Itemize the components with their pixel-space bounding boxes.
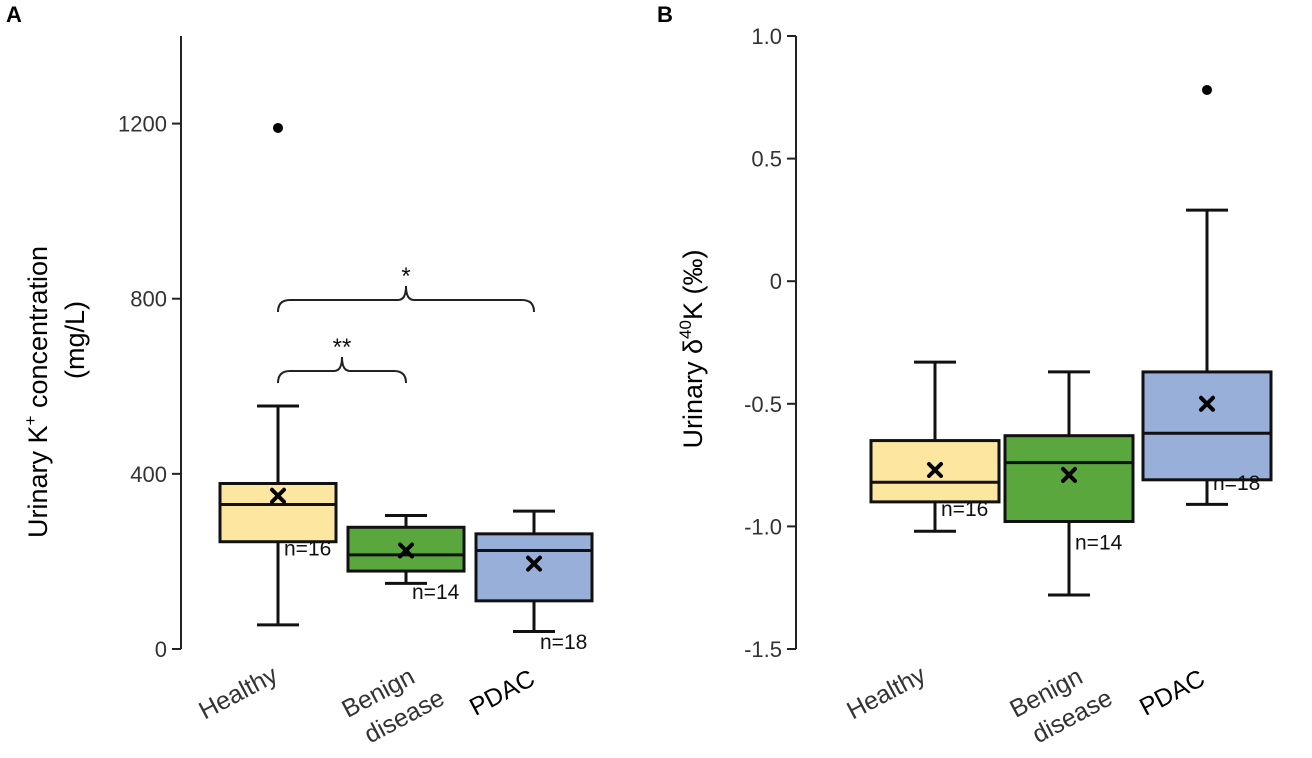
panel-b-y-tick-label: 0.5: [751, 147, 782, 172]
panel-a-healthy-outlier: [273, 122, 283, 133]
panel-a-significance-label: **: [333, 334, 352, 361]
panel-letter-a: A: [6, 2, 22, 27]
panel-a-y-tick-label: 800: [130, 287, 167, 312]
panel-a-category-label-benign-disease: Benigndisease: [337, 655, 449, 753]
panel-a-y-tick-label: 400: [130, 462, 167, 487]
panel-letter-b: B: [657, 2, 673, 27]
panel-a-significance-bracket: [277, 356, 407, 384]
panel-b-y-tick-label: -1.5: [744, 637, 782, 662]
panel-a-category-label-pdac: PDAC: [465, 664, 539, 721]
panel-b-plot: -1.5 -1.0 -0.5 0 0.5 1.0 n=16 Healthy n=14 Benign…: [744, 24, 1273, 753]
panel-b-pdac-outlier: [1202, 84, 1212, 95]
panel-b-benign-disease-mean-marker: [1061, 466, 1077, 483]
panel-b-pdac-box: [1141, 370, 1273, 482]
panel-a-significance-bracket: [277, 285, 535, 313]
panel-b-category-label-benign-disease: Benigndisease: [1005, 655, 1117, 753]
panel-a-significance-label: *: [401, 263, 410, 290]
panel-b-y-tick-label: 0: [770, 269, 782, 294]
panel-a-healthy-mean-marker: [270, 487, 286, 504]
panel-a-benign-disease-n-label: n=14: [412, 581, 460, 604]
panel-a-plot: 0 400 800 1200 n=16 Healthy n=14 Benigndisease n…: [118, 36, 594, 753]
panel-b-y-tick-label: 1.0: [751, 24, 782, 49]
panel-a-y-tick-label: 0: [155, 637, 167, 662]
panel-a-pdac-mean-marker: [526, 555, 542, 572]
panel-b-category-label-pdac: PDAC: [1135, 664, 1209, 721]
panel-b-benign-disease-n-label: n=14: [1075, 531, 1123, 554]
panel-a-healthy-n-label: n=16: [284, 538, 331, 561]
mean-marker-stroke: [270, 487, 286, 504]
panel-a-pdac-box: [474, 532, 594, 603]
panel-b-y-tick-label: -0.5: [744, 392, 782, 417]
mean-marker-stroke: [1199, 395, 1215, 412]
panel-a-y-tick-label: 1200: [118, 112, 167, 137]
mean-marker-stroke: [927, 462, 943, 479]
panel-b-healthy-mean-marker: [927, 462, 943, 479]
mean-marker-stroke: [526, 555, 542, 572]
panel-a-category-label-healthy: Healthy: [194, 660, 282, 725]
panel-b-y-tick-label: -1.0: [744, 514, 782, 539]
panel-b-pdac-n-label: n=18: [1213, 472, 1260, 495]
panel-a-ylabel-units: (mg/L): [60, 301, 90, 379]
panel-a-healthy-box: [218, 481, 338, 544]
panel-a-benign-disease-mean-marker: [398, 542, 414, 559]
panel-b-pdac-mean-marker: [1199, 395, 1215, 412]
panel-a-ylabel: Urinary K+ concentration: [21, 246, 53, 538]
mean-marker-stroke: [398, 542, 414, 559]
panel-a-pdac-n-label: n=18: [540, 631, 587, 654]
panel-b-benign-disease-box: [1003, 434, 1135, 523]
panel-b-healthy-n-label: n=16: [941, 498, 988, 521]
mean-marker-stroke: [1061, 466, 1077, 483]
panel-b-category-label-healthy: Healthy: [842, 660, 930, 725]
panel-b-ylabel: Urinary δ40K (‰): [676, 250, 708, 449]
